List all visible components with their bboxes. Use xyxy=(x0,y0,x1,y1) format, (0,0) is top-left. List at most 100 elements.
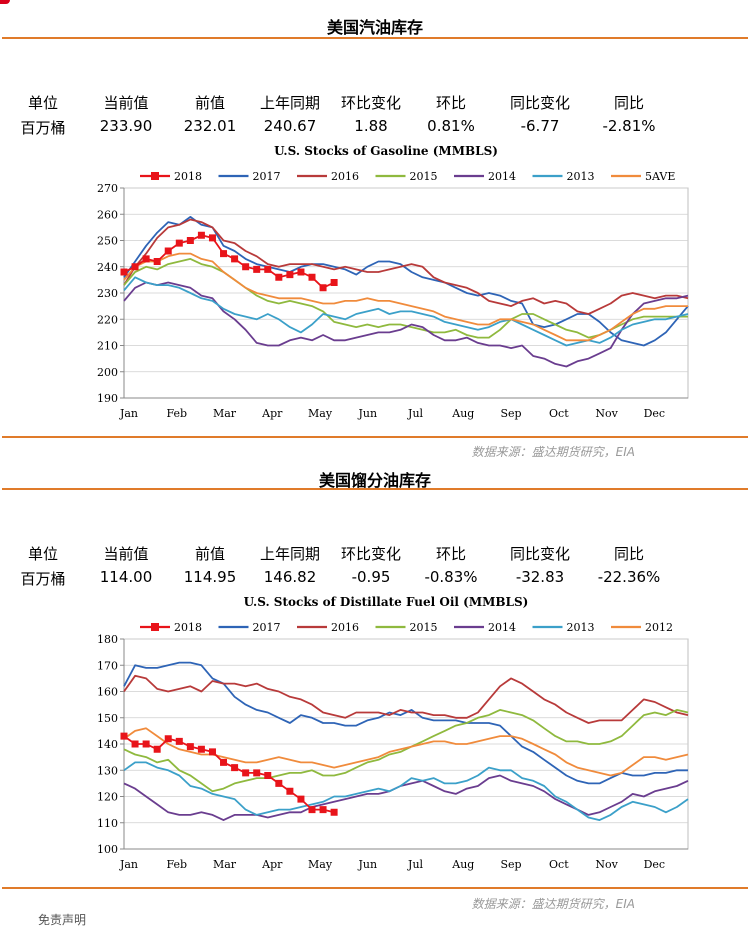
stat-header: 单位 xyxy=(27,94,58,112)
gasoline-chart: U.S. Stocks of Gasoline (MMBLS) 2018 2017 2… xyxy=(97,144,689,420)
y-tick-label: 240 xyxy=(97,261,118,274)
y-tick-label: 170 xyxy=(97,659,118,672)
data-point-2018 xyxy=(220,758,228,766)
legend-label-2013: 2013 xyxy=(567,170,595,183)
y-tick-label: 100 xyxy=(97,843,118,856)
series-line-2016 xyxy=(123,674,689,724)
data-point-2018 xyxy=(286,271,294,279)
x-tick-label: Nov xyxy=(595,407,618,420)
x-tick-label: Jun xyxy=(357,858,377,871)
x-tick-label: May xyxy=(308,858,333,871)
gasoline-source: 数据来源：盛达期货研究，EIA xyxy=(471,445,635,459)
stat-header: 环比 xyxy=(435,545,466,563)
stat-value: -2.81% xyxy=(602,117,656,135)
data-point-2018 xyxy=(131,740,139,748)
y-tick-label: 120 xyxy=(97,791,118,804)
data-point-2018 xyxy=(308,806,316,814)
gasoline-section-title: 美国汽油库存 xyxy=(326,18,423,37)
x-tick-label: Feb xyxy=(166,858,187,871)
data-point-2018 xyxy=(164,735,172,743)
x-tick-label: May xyxy=(308,407,333,420)
stat-value: -22.36% xyxy=(597,568,661,586)
y-tick-label: 250 xyxy=(97,235,118,248)
x-tick-label: Oct xyxy=(549,858,569,871)
stat-value: 114.95 xyxy=(183,568,237,586)
data-point-2018 xyxy=(264,265,272,273)
distillate-section-title: 美国馏分油库存 xyxy=(318,471,431,490)
y-tick-label: 200 xyxy=(97,366,118,379)
stat-value: 百万桶 xyxy=(20,570,66,588)
series-line-2015 xyxy=(123,258,688,339)
data-point-2018 xyxy=(253,265,261,273)
data-point-2018 xyxy=(120,268,128,276)
chart-title: U.S. Stocks of Distillate Fuel Oil (MMBL… xyxy=(244,595,529,609)
x-tick-label: Jul xyxy=(407,858,423,871)
data-point-2018 xyxy=(153,258,161,265)
x-tick-label: Mar xyxy=(213,407,237,420)
x-tick-label: Jun xyxy=(357,407,377,420)
x-tick-label: Sep xyxy=(501,407,522,420)
legend-label-2017: 2017 xyxy=(253,621,281,634)
legend-label-2015: 2015 xyxy=(410,170,438,183)
stat-header: 同比 xyxy=(613,94,644,112)
data-point-2018 xyxy=(242,769,250,777)
data-point-2018 xyxy=(175,239,183,247)
data-point-2018 xyxy=(208,748,216,756)
stat-value: 233.90 xyxy=(99,117,153,135)
data-point-2018 xyxy=(308,273,316,281)
data-point-2018 xyxy=(330,808,338,816)
legend-label-2018: 2018 xyxy=(174,170,202,183)
y-tick-label: 160 xyxy=(97,686,118,699)
data-point-2018 xyxy=(286,787,294,795)
chart-title: U.S. Stocks of Gasoline (MMBLS) xyxy=(274,144,498,158)
data-point-2018 xyxy=(164,247,172,255)
gasoline-bottom-divider xyxy=(2,436,748,438)
data-point-2018 xyxy=(231,255,239,263)
stat-value: 百万桶 xyxy=(20,119,66,137)
data-point-2018 xyxy=(297,795,305,803)
series-line-2013 xyxy=(123,761,689,822)
legend-label-2013: 2013 xyxy=(567,621,595,634)
distillate-source: 数据来源：盛达期货研究，EIA xyxy=(471,897,635,911)
y-tick-label: 190 xyxy=(97,392,118,405)
x-tick-label: Oct xyxy=(549,407,569,420)
y-tick-label: 180 xyxy=(97,633,118,646)
x-tick-label: Dec xyxy=(644,407,666,420)
stat-value: -0.83% xyxy=(424,568,478,586)
data-point-2018 xyxy=(197,745,205,753)
x-tick-label: Jan xyxy=(119,858,138,871)
legend-label-2017: 2017 xyxy=(253,170,281,183)
stat-value: 114.00 xyxy=(99,568,153,586)
stat-header: 环比变化 xyxy=(340,545,401,563)
legend-label-2016: 2016 xyxy=(331,170,359,183)
x-tick-label: Sep xyxy=(501,858,522,871)
data-point-2018 xyxy=(319,284,327,292)
x-tick-label: Jul xyxy=(407,407,423,420)
stat-value: -6.77 xyxy=(520,117,560,135)
series-line-5AVE xyxy=(123,252,688,342)
distillate-title-divider xyxy=(2,488,748,490)
x-tick-label: Dec xyxy=(644,858,666,871)
stat-value: 1.88 xyxy=(354,117,388,135)
x-tick-label: Nov xyxy=(595,858,618,871)
legend-label-2016: 2016 xyxy=(331,621,359,634)
stat-value: -32.83 xyxy=(515,568,565,586)
series-line-2012 xyxy=(123,727,689,777)
stat-header: 同比变化 xyxy=(509,545,570,563)
stat-header: 同比 xyxy=(613,545,644,563)
top-red-marker xyxy=(0,0,10,4)
legend-label-2014: 2014 xyxy=(488,621,516,634)
y-tick-label: 260 xyxy=(97,208,118,221)
data-point-2018 xyxy=(253,769,261,777)
data-point-2018 xyxy=(142,255,150,263)
legend-marker-2018 xyxy=(151,172,159,180)
data-point-2018 xyxy=(175,737,183,745)
x-tick-label: Feb xyxy=(166,407,187,420)
data-point-2018 xyxy=(197,231,205,239)
legend-marker-2018 xyxy=(151,623,159,631)
series-line-2016 xyxy=(123,218,689,315)
data-point-2018 xyxy=(275,273,283,281)
stat-header: 环比变化 xyxy=(340,94,401,112)
x-tick-label: Jan xyxy=(119,407,138,420)
y-tick-label: 140 xyxy=(97,738,118,751)
